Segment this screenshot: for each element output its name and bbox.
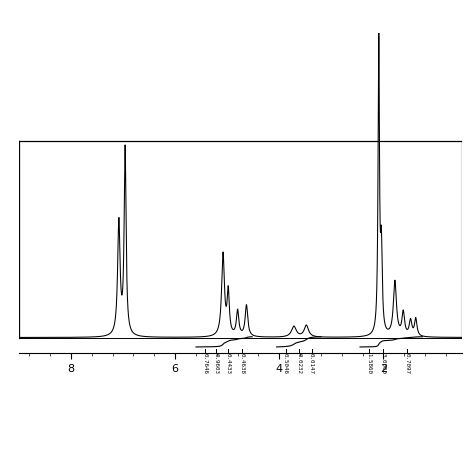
Text: 0.5046: 0.5046 — [283, 353, 288, 374]
Text: 0.4638: 0.4638 — [239, 353, 244, 374]
Text: 0.9603: 0.9603 — [213, 353, 218, 374]
Text: 0.7646: 0.7646 — [203, 353, 208, 374]
Text: 0.7097: 0.7097 — [405, 353, 409, 374]
Text: 1.5860: 1.5860 — [366, 353, 371, 374]
Text: 0.0232: 0.0232 — [297, 353, 301, 374]
Text: 0.0147: 0.0147 — [309, 353, 314, 374]
Text: 3.0000: 3.0000 — [381, 353, 386, 374]
Text: 0.4433: 0.4433 — [226, 353, 231, 374]
